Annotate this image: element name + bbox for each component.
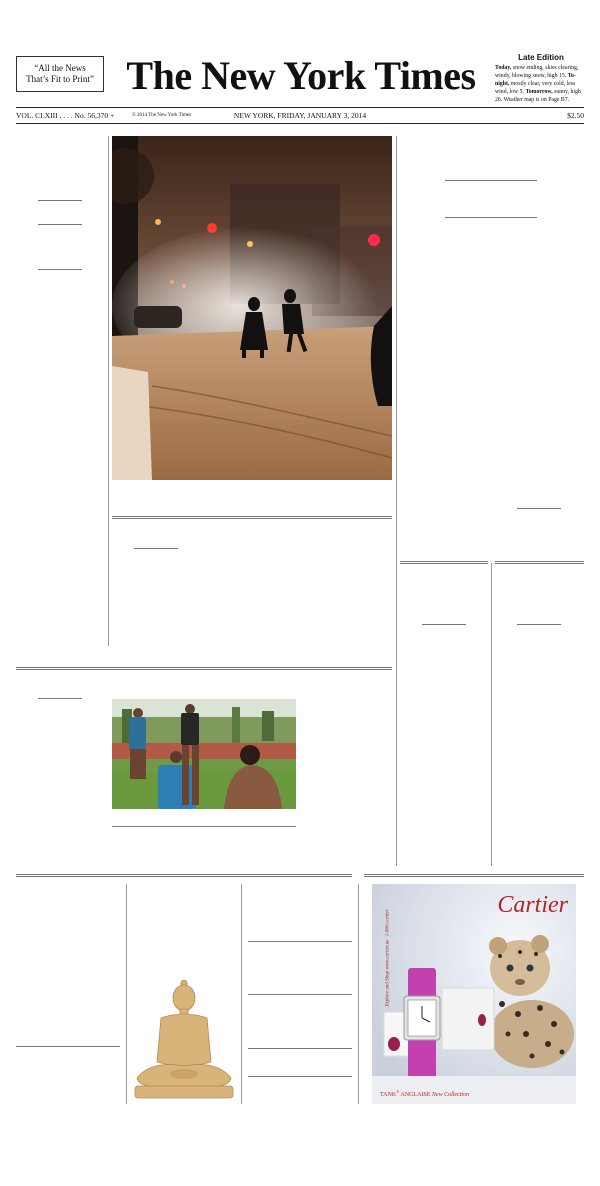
- headline-rule: [38, 698, 82, 699]
- section-divider: [400, 561, 488, 564]
- headline-rule: [422, 624, 466, 625]
- headline-rule: [517, 508, 561, 509]
- headline-rule: [38, 224, 82, 225]
- headline-rule: [248, 941, 352, 942]
- ad-tagline-registered: ®: [396, 1089, 400, 1094]
- headline-rule: [248, 1076, 352, 1077]
- column-rule: [126, 884, 127, 1104]
- ad-side-text: Explore and Shop www.cartier.us · 1-800-…: [385, 909, 391, 1007]
- weather-today-text: snow ending, skies clearing, windy, blow…: [495, 65, 579, 79]
- ad-tagline-part1: TANK: [380, 1092, 397, 1098]
- headline-rule: [445, 180, 537, 181]
- photo-seated-statue[interactable]: [131, 978, 237, 1104]
- photo-athletes-training[interactable]: [112, 699, 296, 809]
- headline-rule: [248, 994, 352, 995]
- column-rule: [491, 563, 492, 866]
- section-divider: [495, 561, 584, 564]
- headline-rule: [38, 269, 82, 270]
- headline-rule: [38, 200, 82, 201]
- lead-photo-snowstorm[interactable]: [112, 136, 392, 480]
- city-date: NEW YORK, FRIDAY, JANUARY 3, 2014: [233, 111, 367, 120]
- section-divider: [364, 874, 584, 877]
- weather-tonight-text: mostly clear, very cold, less wind, low …: [495, 81, 576, 95]
- statue-image: [131, 978, 237, 1104]
- headline-rule: [134, 548, 178, 549]
- edition-label: Late Edition: [518, 53, 564, 62]
- section-divider: [112, 516, 392, 519]
- ad-tagline: TANK® ANGLAISE New Collection: [380, 1089, 469, 1098]
- weather-tomorrow-text: sunny, high 26. Weather map is on Page B…: [495, 89, 581, 103]
- headline-rule: [248, 1048, 352, 1049]
- ad-tagline-part3: New Collection: [431, 1092, 470, 1098]
- cartier-ad-image: [372, 884, 576, 1104]
- caption-rule: [112, 826, 296, 827]
- column-rule: [241, 884, 242, 1104]
- weather-tomorrow-label: Tomorrow,: [525, 89, 553, 95]
- headline-rule: [445, 217, 537, 218]
- masthead-ear-slogan: “All the News That’s Fit to Print”: [16, 56, 104, 92]
- nameplate[interactable]: The New York Times: [126, 53, 476, 98]
- slogan-line-2: That’s Fit to Print”: [26, 74, 94, 84]
- column-rule: [108, 136, 109, 646]
- weather-summary: Today, snow ending, skies clearing, wind…: [495, 64, 587, 104]
- copyright: © 2014 The New York Times: [132, 113, 191, 118]
- headline-rule: [16, 1046, 120, 1047]
- price: $2.50: [567, 111, 584, 120]
- snowstorm-street-image: [112, 136, 392, 480]
- dateline-bar: VOL. CLXIII . . . . No. 56,370 + © 2014 …: [16, 107, 584, 124]
- weather-tonight-label: To­night,: [495, 73, 576, 87]
- advertisement-cartier[interactable]: Cartier Explore and Shop www.cartier.us …: [372, 884, 576, 1104]
- weather-today-label: Today,: [495, 65, 512, 71]
- column-rule: [396, 136, 397, 866]
- cartier-logo: Cartier: [497, 892, 568, 918]
- column-rule: [358, 884, 359, 1104]
- athletes-image: [112, 699, 296, 809]
- section-divider: [16, 874, 352, 877]
- ad-tagline-part2: ANGLAISE: [399, 1092, 432, 1098]
- section-divider: [16, 667, 392, 670]
- headline-rule: [517, 624, 561, 625]
- slogan-line-1: “All the News: [34, 63, 86, 73]
- masthead-ear-weather: Late Edition Today, snow ending, skies c…: [495, 53, 587, 104]
- volume-number: VOL. CLXIII . . . . No. 56,370 +: [16, 111, 115, 120]
